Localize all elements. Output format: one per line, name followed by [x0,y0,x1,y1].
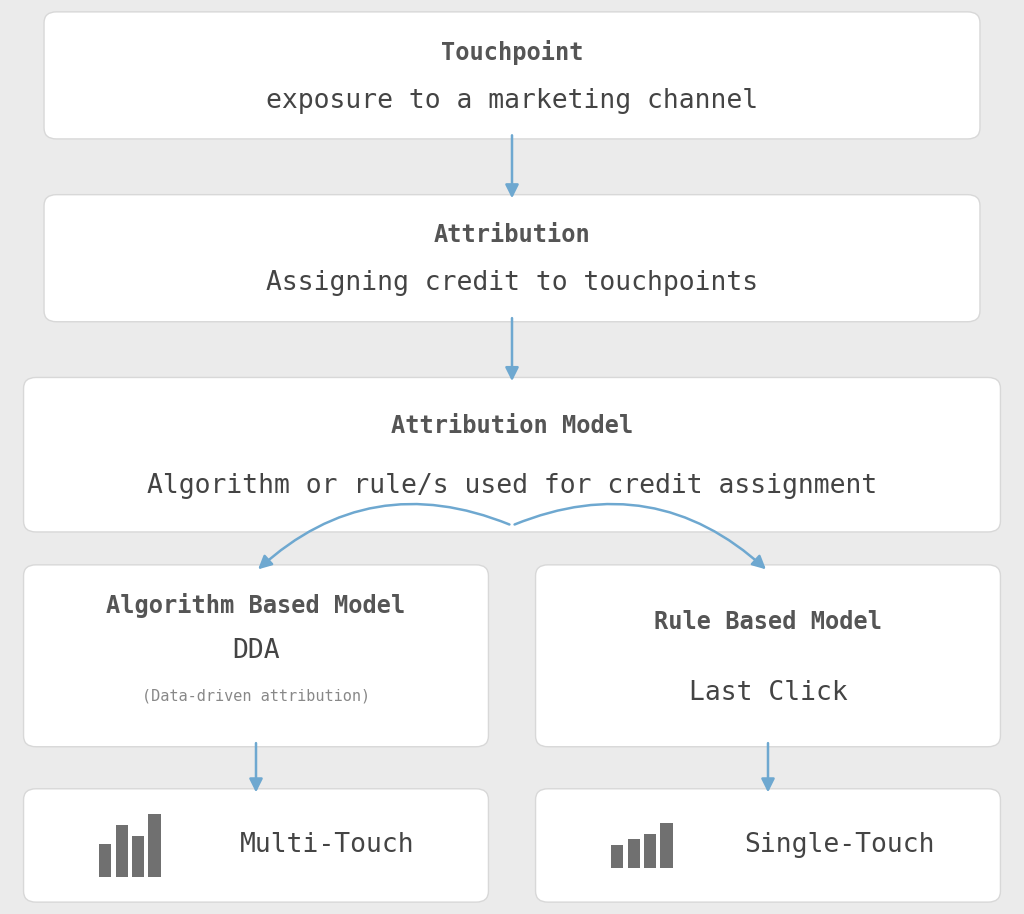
Text: Touchpoint: Touchpoint [440,40,584,65]
Text: exposure to a marketing channel: exposure to a marketing channel [266,88,758,113]
FancyBboxPatch shape [660,823,673,868]
Text: Attribution Model: Attribution Model [391,414,633,439]
FancyBboxPatch shape [148,814,161,877]
Text: Single-Touch: Single-Touch [744,833,935,858]
FancyBboxPatch shape [44,195,980,322]
Text: (Data-driven attribution): (Data-driven attribution) [142,689,370,704]
FancyBboxPatch shape [644,834,656,868]
FancyBboxPatch shape [24,789,488,902]
Text: Assigning credit to touchpoints: Assigning credit to touchpoints [266,271,758,296]
Text: Rule Based Model: Rule Based Model [654,610,882,634]
Text: DDA: DDA [232,638,280,664]
Text: Algorithm Based Model: Algorithm Based Model [106,592,406,618]
Text: Multi-Touch: Multi-Touch [241,833,415,858]
FancyBboxPatch shape [536,565,1000,747]
Text: Algorithm or rule/s used for credit assignment: Algorithm or rule/s used for credit assi… [146,473,878,499]
FancyBboxPatch shape [536,789,1000,902]
FancyBboxPatch shape [44,12,980,139]
FancyBboxPatch shape [611,845,624,868]
Text: Last Click: Last Click [688,680,848,706]
FancyBboxPatch shape [24,565,488,747]
FancyBboxPatch shape [24,377,1000,532]
FancyBboxPatch shape [132,836,144,877]
Text: Attribution: Attribution [433,223,591,248]
FancyBboxPatch shape [99,844,112,877]
FancyBboxPatch shape [116,825,128,877]
FancyBboxPatch shape [628,839,640,868]
